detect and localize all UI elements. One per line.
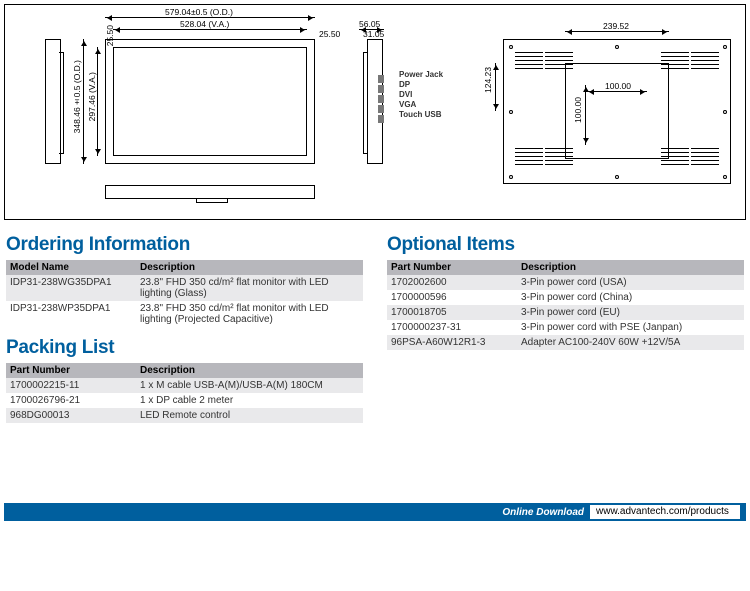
table-header: Description	[136, 363, 363, 378]
table-row: 968DG00013LED Remote control	[6, 408, 363, 423]
dim-mount-h: 100.00	[573, 97, 583, 123]
packing-table: Part Number Description 1700002215-111 x…	[6, 363, 363, 423]
footer-label: Online Download	[496, 507, 590, 518]
table-row: 96PSA-A60W12R1-3Adapter AC100-240V 60W +…	[387, 335, 744, 350]
right-column: Optional Items Part Number Description 1…	[387, 234, 744, 423]
port-label: DP	[399, 80, 443, 90]
dim-line	[83, 39, 84, 164]
technical-diagram: 579.04±0.5 (O.D.) 528.04 (V.A.) 25.50 25…	[4, 4, 746, 220]
page: 579.04±0.5 (O.D.) 528.04 (V.A.) 25.50 25…	[0, 0, 750, 525]
table-row: 1700000237-313-Pin power cord with PSE (…	[387, 320, 744, 335]
table-header: Description	[517, 260, 744, 275]
dim-line	[113, 29, 307, 30]
port-label: VGA	[399, 100, 443, 110]
table-header: Model Name	[6, 260, 136, 275]
vent-icon	[515, 49, 543, 75]
dim-line	[565, 31, 669, 32]
table-row: 17020026003-Pin power cord (USA)	[387, 275, 744, 290]
optional-table: Part Number Description 17020026003-Pin …	[387, 260, 744, 350]
vent-icon	[545, 49, 573, 75]
dim-line	[105, 17, 315, 18]
vent-icon	[545, 145, 573, 171]
dim-mount-w: 100.00	[605, 81, 631, 91]
port-label: Touch USB	[399, 110, 443, 120]
dim-line	[97, 47, 98, 156]
side-view-left	[45, 39, 61, 164]
dim-height-od: 348.46±0.5 (O.D.)	[72, 60, 82, 133]
vent-icon	[691, 145, 719, 171]
port-labels: Power Jack DP DVI VGA Touch USB	[399, 70, 443, 120]
port-connectors	[378, 75, 384, 125]
vent-icon	[515, 145, 543, 171]
dim-bezel: 31.05	[363, 29, 384, 39]
ordering-table: Model Name Description IDP31-238WG35DPA1…	[6, 260, 363, 327]
front-view-active-area	[113, 47, 307, 156]
dim-line	[585, 85, 586, 145]
dim-height-va: 297.46 (V.A.)	[87, 72, 97, 121]
table-row: 1700026796-211 x DP cable 2 meter	[6, 393, 363, 408]
table-header: Description	[136, 260, 363, 275]
ordering-heading: Ordering Information	[6, 234, 363, 256]
vent-icon	[661, 145, 689, 171]
table-header: Part Number	[6, 363, 136, 378]
packing-heading: Packing List	[6, 337, 363, 359]
dim-line	[495, 63, 496, 111]
vent-icon	[691, 49, 719, 75]
footer-bar: Online Download www.advantech.com/produc…	[4, 503, 746, 521]
dim-margin-h: 25.50	[319, 29, 340, 39]
dim-width-od: 579.04±0.5 (O.D.)	[165, 7, 233, 17]
left-column: Ordering Information Model Name Descript…	[6, 234, 363, 423]
table-row: 17000005963-Pin power cord (China)	[387, 290, 744, 305]
dim-line	[587, 91, 647, 92]
optional-heading: Optional Items	[387, 234, 744, 256]
footer-url[interactable]: www.advantech.com/products	[590, 505, 740, 519]
dim-width-va: 528.04 (V.A.)	[180, 19, 229, 29]
table-row: IDP31-238WG35DPA123.8" FHD 350 cd/m² fla…	[6, 275, 363, 301]
table-row: IDP31-238WP35DPA123.8" FHD 350 cd/m² fla…	[6, 301, 363, 327]
table-row: 1700002215-111 x M cable USB-A(M)/USB-A(…	[6, 378, 363, 393]
port-label: DVI	[399, 90, 443, 100]
table-header: Part Number	[387, 260, 517, 275]
dim-rear-width: 239.52	[603, 21, 629, 31]
top-view	[105, 185, 315, 199]
vent-icon	[661, 49, 689, 75]
info-columns: Ordering Information Model Name Descript…	[4, 234, 746, 423]
port-label: Power Jack	[399, 70, 443, 80]
table-row: 17000187053-Pin power cord (EU)	[387, 305, 744, 320]
dim-rear-height: 124.23	[483, 67, 493, 93]
